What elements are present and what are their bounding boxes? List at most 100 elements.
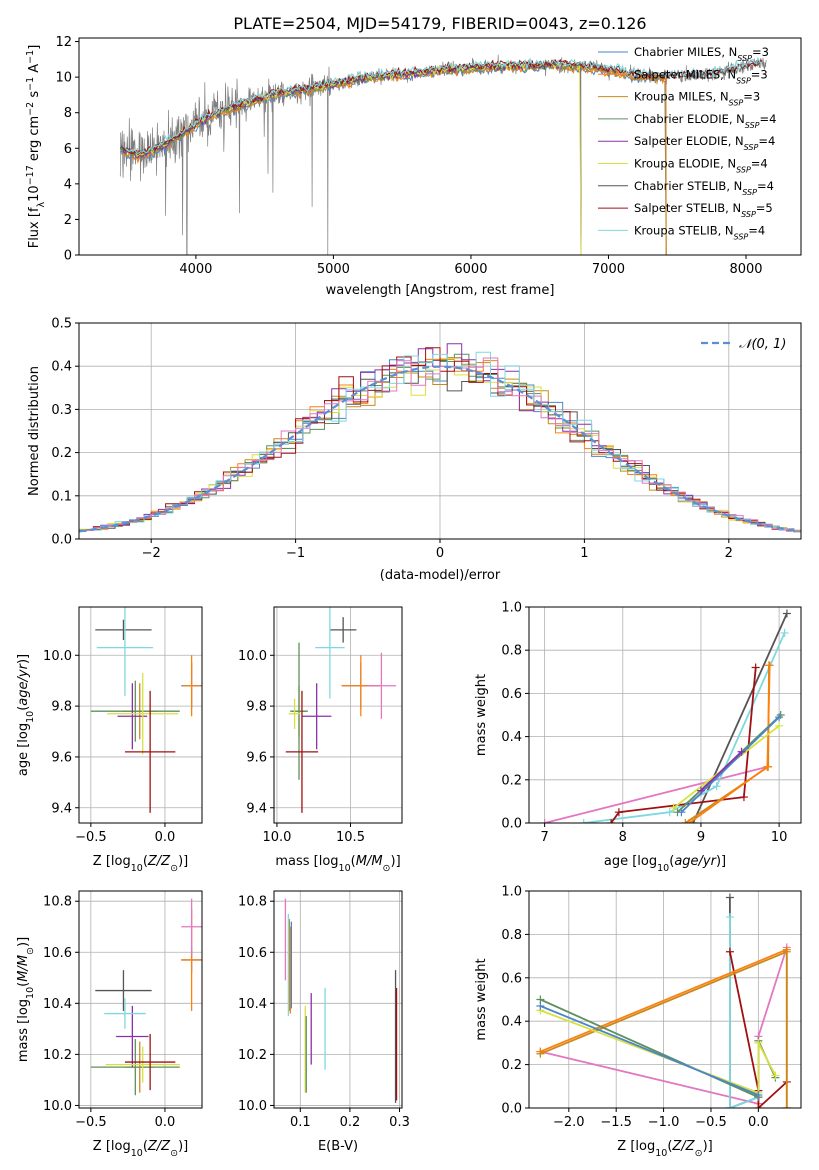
series-kroupa-stelib xyxy=(125,56,762,155)
x-tick-label: 9 xyxy=(697,830,705,845)
y-tick-label: 10.6 xyxy=(238,946,267,961)
errorbar-point xyxy=(96,607,154,696)
weight-marker xyxy=(725,893,734,902)
y-tick-label: 0.6 xyxy=(501,687,522,702)
y-tick-label: 0.0 xyxy=(501,817,522,832)
axes-frame xyxy=(78,606,203,824)
label-part: Flux [f xyxy=(27,207,42,248)
y-tick-label: 1.0 xyxy=(501,885,522,900)
weight-marker xyxy=(614,808,623,817)
legend-label: Salpeter MILES, NSSP=3 xyxy=(634,67,768,85)
weight-marker xyxy=(782,609,791,618)
errorbar-point xyxy=(290,642,308,780)
errorbar-point xyxy=(104,998,146,1029)
y-tick-label: 0.6 xyxy=(501,971,522,986)
weight-marker xyxy=(780,628,789,637)
y-axis-label: Flux [fλ10−17 erg cm−2 s−1 A−1] xyxy=(25,45,47,249)
label-part: age/yr xyxy=(674,854,717,869)
label-part: Z [log xyxy=(93,854,131,869)
weight-marker xyxy=(696,786,705,795)
x-tick-label: 0.1 xyxy=(290,1115,311,1130)
legend-sub: SSP xyxy=(736,76,751,85)
legend-label: Salpeter ELODIE, NSSP=4 xyxy=(634,134,775,152)
x-tick-label: 10.0 xyxy=(262,830,291,845)
axes-frame xyxy=(528,890,802,1109)
legend-value: =3 xyxy=(752,45,769,59)
histogram-series xyxy=(79,357,801,532)
label-part: λ xyxy=(36,201,47,207)
x-tick-label: 0 xyxy=(436,546,444,561)
plot-area xyxy=(79,607,202,823)
x-axis-label: wavelength [Angstrom, rest frame] xyxy=(326,283,555,298)
y-tick-label: 0.4 xyxy=(501,730,522,745)
y-tick-label: 0.4 xyxy=(51,360,72,375)
label-part: 10 xyxy=(655,1148,667,1159)
series-chabrier-miles xyxy=(120,62,667,255)
y-tick-label: 9.4 xyxy=(246,801,267,816)
legend-value: =3 xyxy=(751,67,768,81)
x-tick-label: 10 xyxy=(771,830,788,845)
label-part: mass [log xyxy=(275,854,338,869)
legend-label: 𝒩(0, 1) xyxy=(739,337,786,352)
label-part: s xyxy=(27,91,42,102)
weight-marker xyxy=(782,1104,791,1108)
label-part: ⊙ xyxy=(695,1148,703,1159)
grid xyxy=(79,891,202,1108)
legend-sub: SSP xyxy=(742,187,757,196)
errorbar-point xyxy=(288,698,301,729)
y-tick-label: 9.8 xyxy=(51,700,72,715)
label-part: ( xyxy=(143,854,148,869)
label-part: −2 xyxy=(25,102,36,116)
y-axis-label: age [log10(age/yr)] xyxy=(16,654,36,776)
weight-series xyxy=(700,751,743,792)
legend-sub: SSP xyxy=(729,98,744,107)
errorbar-point xyxy=(285,690,319,813)
y-tick-label: 0.5 xyxy=(51,317,72,332)
weight-series xyxy=(540,1009,777,1095)
x-tick-label: 5000 xyxy=(317,262,350,277)
legend-value: =4 xyxy=(757,179,774,193)
plot-area xyxy=(119,54,767,255)
legend-value: =4 xyxy=(760,112,777,126)
y-tick-label: 10.2 xyxy=(43,1048,72,1063)
x-tick-label: 1 xyxy=(580,546,588,561)
label-part: ( xyxy=(143,1139,148,1154)
panel-mass-vs-ebv: 0.1 0.2 0.3 10.0 10.2 10.4 10.6 10.8 E(B-V) xyxy=(238,890,410,1154)
weight-series xyxy=(692,613,788,823)
weight-marker xyxy=(754,1038,763,1047)
weight-series xyxy=(540,998,777,1099)
x-tick-label: −0.5 xyxy=(75,1115,107,1130)
label-part: )] xyxy=(391,854,401,869)
series-salpeter-elodie xyxy=(122,60,582,255)
weight-marker xyxy=(540,819,549,823)
plot-area xyxy=(274,607,402,823)
y-tick-label: 10.0 xyxy=(238,1099,267,1114)
y-tick-label: 9.8 xyxy=(246,700,267,715)
label-part: −1 xyxy=(25,77,36,91)
axes-frame xyxy=(78,890,203,1109)
legend-label: Chabrier MILES, NSSP=3 xyxy=(634,45,769,63)
y-tick-label: 10.0 xyxy=(238,649,267,664)
axes-frame xyxy=(528,606,802,824)
legend-label: Chabrier STELIB, NSSP=4 xyxy=(634,179,774,197)
y-tick-label: 9.6 xyxy=(246,750,267,765)
weight-series xyxy=(544,765,768,823)
weight-marker xyxy=(677,808,686,817)
x-axis-label: Z [log10(Z/Z⊙)] xyxy=(617,1139,712,1159)
legend-sub: SSP xyxy=(737,54,752,63)
legend-sub: SSP xyxy=(734,232,749,241)
grid xyxy=(274,891,402,1108)
label-part: A xyxy=(27,64,42,77)
label-part: ⊙ xyxy=(25,947,36,955)
label-part: ⊙ xyxy=(383,863,391,874)
errorbar-point xyxy=(107,673,179,755)
label-part: 10 xyxy=(25,711,36,723)
legend-sub: SSP xyxy=(744,143,759,152)
weight-marker xyxy=(579,819,588,823)
weight-marker xyxy=(754,1104,763,1108)
axes-frame xyxy=(273,890,403,1109)
weight-marker xyxy=(782,947,791,956)
legend-value: =4 xyxy=(751,157,768,171)
legend-name: Chabrier MILES, N xyxy=(634,45,737,59)
y-tick-label: 9.6 xyxy=(51,750,72,765)
